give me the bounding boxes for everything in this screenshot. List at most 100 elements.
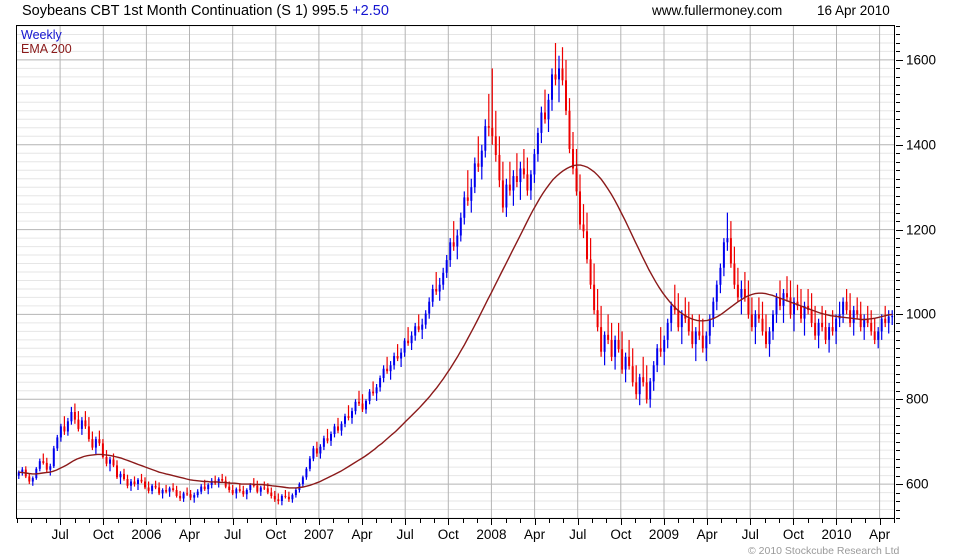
plot-area[interactable]: Weekly EMA 200 [16,25,895,519]
x-axis-tick [894,519,895,523]
x-axis-tick [290,519,292,523]
x-axis-label: 2006 [131,527,162,542]
y-axis-tick-minor [896,390,900,392]
x-axis-tick [132,519,134,523]
x-axis-label: Apr [696,527,718,542]
y-axis-tick-minor [896,373,900,375]
x-axis-tick [534,519,536,525]
y-axis-tick-minor [896,433,900,435]
y-axis-tick-minor [896,187,900,189]
y-axis-tick-minor [896,246,900,248]
x-axis-label: Apr [179,527,201,542]
y-axis-tick-minor [896,170,900,172]
x-axis-label: Jul [741,527,759,542]
x-axis-tick [563,519,565,523]
y-axis-tick-minor [896,492,900,494]
x-axis-tick [793,519,795,525]
x-axis-tick [103,519,105,525]
y-axis-tick-minor [896,365,900,367]
y-axis-label: 1000 [906,306,937,322]
x-axis-tick [433,519,435,523]
x-axis-tick [577,519,579,525]
x-axis-tick [333,519,335,523]
y-axis-tick-minor [896,68,900,70]
y-axis-tick-minor [896,382,900,384]
x-axis-label: Apr [524,527,546,542]
x-axis-label: Apr [351,527,373,542]
x-axis: Jul Oct 2006 Apr Jul Oct 2007 Apr Jul Oct 2008 Apr J… [16,519,895,559]
y-axis-tick-minor [896,255,900,257]
x-axis-tick [304,519,306,523]
y-axis-tick-minor [896,280,900,282]
x-axis-tick [735,519,737,523]
x-axis-tick [879,519,881,525]
y-axis-tick-minor [896,153,900,155]
y-axis-tick-minor [896,467,900,469]
y-axis-tick-major [896,399,903,401]
y-axis-tick-minor [896,161,900,163]
y-axis-tick-minor [896,136,900,138]
x-axis-tick [548,519,550,523]
y-axis-tick-minor [896,93,900,95]
y-axis-tick-minor [896,42,900,44]
x-axis-label: 2007 [303,527,334,542]
y-axis-tick-minor [896,127,900,129]
y-axis-tick-major [896,59,903,61]
x-axis-label: Oct [437,527,459,542]
chart-legend: Weekly EMA 200 [21,28,72,56]
chart-date-label: 16 Apr 2010 [817,3,890,18]
y-axis-tick-minor [896,450,900,452]
x-axis-tick [620,519,622,525]
x-axis-tick [477,519,479,523]
x-axis-label: Oct [782,527,804,542]
chart-title-text: Soybeans CBT 1st Month Continuation (S 1… [22,3,349,19]
y-axis-tick-minor [896,305,900,307]
x-axis-tick [405,519,407,525]
y-axis-tick-minor [896,416,900,418]
legend-item-weekly: Weekly [21,28,62,42]
x-axis-tick [203,519,205,523]
x-axis-tick [74,519,76,523]
x-axis-label: Oct [610,527,632,542]
x-axis-tick [419,519,421,523]
y-axis-tick-minor [896,178,900,180]
x-axis-tick [232,519,234,525]
x-axis-tick [491,519,493,525]
website-label: www.fullermoney.com [652,3,783,18]
x-axis-label: 2008 [476,527,507,542]
x-axis-tick [117,519,119,523]
chart-price-change: +2.50 [352,3,389,19]
chart-header: Soybeans CBT 1st Month Continuation (S 1… [0,0,980,24]
x-axis-label: Oct [92,527,114,542]
x-axis-tick [663,519,665,525]
y-axis-tick-minor [896,110,900,112]
y-axis-tick-minor [896,356,900,358]
copyright-label: © 2010 Stockcube Research Ltd [748,545,900,557]
x-axis-label: 2009 [648,527,679,542]
y-axis-tick-minor [896,509,900,511]
y-axis: 600 800 1000 1200 1400 1600 [896,25,980,519]
y-axis-label: 1400 [906,137,937,153]
y-axis-tick-minor [896,85,900,87]
y-axis-tick-minor [896,263,900,265]
x-axis-tick [635,519,637,523]
y-axis-tick-major [896,484,903,486]
y-axis-tick-major [896,314,903,316]
y-axis-tick-minor [896,331,900,333]
x-axis-tick [362,519,364,525]
y-axis-tick-minor [896,76,900,78]
x-axis-tick [247,519,249,523]
y-axis-tick-minor [896,458,900,460]
y-axis-tick-minor [896,501,900,503]
legend-item-ema200: EMA 200 [21,42,72,56]
x-axis-tick [160,519,162,523]
y-axis-label: 800 [906,391,929,407]
y-axis-tick-minor [896,288,900,290]
x-axis-tick [189,519,191,525]
x-axis-tick [807,519,809,523]
x-axis-label: Oct [265,527,287,542]
y-axis-tick-minor [896,119,900,121]
y-axis-tick-minor [896,212,900,214]
y-axis-tick-minor [896,204,900,206]
x-axis-label: Jul [51,527,69,542]
